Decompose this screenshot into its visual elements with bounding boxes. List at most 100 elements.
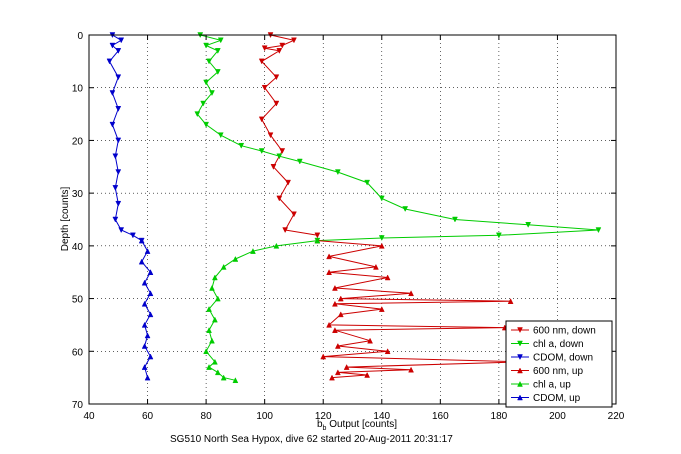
data-point-chl-a-down	[402, 206, 409, 213]
legend-marker	[517, 394, 523, 401]
data-point-chl-a-up	[203, 348, 210, 355]
data-point-chl-a-down	[194, 111, 201, 118]
data-point-600-nm-down	[270, 164, 277, 170]
data-point-600-nm-up	[378, 306, 385, 312]
data-point-cdom-down	[112, 216, 119, 223]
data-point-600-nm-down	[273, 74, 280, 81]
data-point-cdom-down	[115, 48, 122, 54]
series-cdom-up	[138, 237, 154, 381]
data-point-600-nm-up	[384, 348, 391, 355]
data-point-cdom-down	[112, 185, 119, 191]
data-point-cdom-up	[138, 237, 145, 244]
data-point-600-nm-up	[384, 274, 391, 281]
data-point-600-nm-up	[332, 284, 338, 291]
data-point-600-nm-up	[364, 371, 371, 378]
grid-lines	[89, 35, 616, 404]
data-point-600-nm-down	[279, 148, 286, 155]
data-point-cdom-down	[130, 232, 136, 239]
data-point-chl-a-up	[206, 306, 212, 312]
series-line-chl-a-down	[196, 34, 599, 242]
y-tick-label: 0	[77, 31, 83, 42]
data-point-cdom-down	[115, 137, 122, 144]
data-point-chl-a-up	[220, 263, 227, 270]
data-point-600-nm-down	[258, 58, 265, 65]
data-point-cdom-down	[115, 74, 122, 81]
data-point-chl-a-down	[296, 158, 303, 165]
data-point-chl-a-up	[211, 274, 218, 281]
legend-entry: CDOM, down	[533, 353, 593, 364]
x-tick-label: 120	[315, 411, 332, 422]
data-point-chl-a-down	[378, 235, 385, 242]
data-point-600-nm-up	[373, 263, 379, 270]
x-tick-label: 40	[83, 411, 95, 422]
data-point-chl-a-up	[214, 369, 221, 376]
legend-marker	[517, 327, 523, 334]
data-point-chl-a-up	[214, 295, 221, 302]
data-point-chl-a-up	[220, 374, 227, 381]
data-point-cdom-up	[147, 290, 154, 297]
data-point-600-nm-down	[276, 48, 283, 54]
data-point-600-nm-up	[320, 353, 327, 360]
legend-marker	[517, 340, 523, 347]
data-point-600-nm-down	[258, 116, 265, 123]
data-point-600-nm-down	[285, 179, 291, 186]
plot-area-frame	[88, 34, 617, 405]
y-tick-label: 70	[72, 400, 84, 411]
data-point-chl-a-down	[214, 48, 221, 54]
legend-entry: 600 nm, down	[533, 326, 596, 337]
data-point-chl-a-down	[452, 216, 458, 223]
x-axis-label: bb Output [counts]	[317, 419, 397, 432]
data-point-600-nm-up	[343, 364, 350, 370]
data-point-600-nm-down	[261, 45, 268, 52]
legend-marker	[517, 367, 523, 374]
data-point-600-nm-up	[326, 269, 332, 275]
data-point-600-nm-up	[337, 311, 344, 318]
data-point-chl-a-down	[217, 37, 224, 44]
data-point-cdom-down	[109, 42, 116, 49]
data-point-600-nm-up	[332, 327, 338, 333]
data-point-chl-a-up	[206, 364, 212, 370]
data-point-cdom-up	[144, 332, 151, 339]
legend-entry: chl a, up	[533, 380, 571, 391]
axis-ticks: 40 60 80 100 120 140 160 180 200 220 0 10 20 30 40 50 60…	[72, 31, 625, 422]
data-point-chl-a-down	[206, 58, 212, 65]
y-tick-label: 20	[72, 136, 84, 147]
data-point-chl-a-down	[238, 142, 245, 149]
data-point-600-nm-down	[291, 211, 297, 218]
series-chl-a-down	[194, 32, 602, 244]
data-point-cdom-down	[115, 169, 122, 176]
legend-box	[505, 320, 613, 408]
legend-marker	[517, 380, 523, 387]
y-axis-label: Depth [counts]	[60, 187, 71, 252]
data-point-cdom-up	[144, 248, 151, 254]
y-tick-label: 10	[72, 84, 84, 95]
x-tick-label: 180	[491, 411, 508, 422]
data-point-cdom-up	[147, 269, 154, 275]
data-point-cdom-up	[141, 279, 148, 286]
data-point-chl-a-up	[250, 248, 256, 254]
x-tick-label: 60	[142, 411, 154, 422]
data-point-cdom-down	[118, 227, 125, 234]
data-point-chl-a-down	[525, 222, 532, 228]
data-point-cdom-up	[138, 258, 145, 265]
legend: 600 nm, down chl a, down CDOM, down 600 nm,…	[505, 320, 613, 408]
data-point-cdom-down	[118, 37, 125, 44]
data-point-chl-a-up	[211, 358, 218, 365]
y-tick-label: 30	[72, 189, 84, 200]
data-point-chl-a-down	[200, 100, 207, 107]
data-point-cdom-down	[109, 90, 116, 97]
data-point-chl-a-down	[378, 195, 385, 202]
data-point-cdom-up	[147, 353, 154, 360]
data-point-cdom-up	[144, 374, 151, 381]
legend-marker	[517, 354, 523, 361]
data-point-chl-a-up	[211, 316, 218, 323]
data-point-cdom-down	[115, 200, 122, 207]
data-point-cdom-down	[115, 106, 122, 112]
data-point-cdom-up	[141, 364, 148, 370]
legend-entry: CDOM, up	[533, 393, 581, 404]
data-point-chl-a-up	[232, 377, 239, 384]
data-point-chl-a-down	[276, 153, 283, 160]
data-point-600-nm-up	[329, 374, 335, 381]
data-point-600-nm-down	[273, 100, 280, 107]
data-point-600-nm-up	[337, 295, 344, 302]
